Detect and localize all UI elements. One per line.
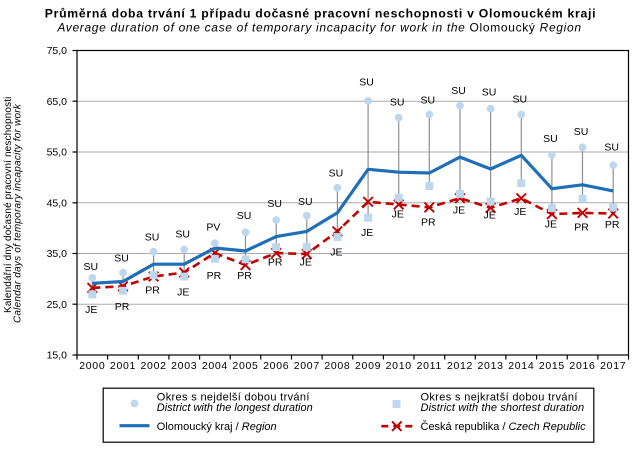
svg-text:2008: 2008 (324, 360, 350, 372)
svg-text:SU: SU (604, 141, 619, 153)
svg-text:Okres s nejdelší dobou trvání: Okres s nejdelší dobou trvání (157, 392, 310, 404)
svg-text:SU: SU (237, 210, 252, 222)
svg-text:2010: 2010 (386, 360, 412, 372)
svg-text:2011: 2011 (417, 360, 442, 372)
svg-text:2004: 2004 (202, 360, 228, 372)
svg-text:SU: SU (84, 261, 99, 273)
svg-text:2006: 2006 (263, 360, 289, 372)
svg-text:PR: PR (574, 221, 589, 233)
svg-text:2013: 2013 (478, 360, 504, 372)
svg-text:2014: 2014 (508, 360, 534, 372)
svg-text:SU: SU (329, 167, 344, 179)
svg-text:District with the shortest dur: District with the shortest duration (421, 402, 585, 414)
svg-text:Česká republika / Czech Republ: Česká republika / Czech Republic (421, 420, 587, 433)
svg-text:JE: JE (300, 257, 312, 269)
svg-text:JE: JE (453, 205, 465, 217)
svg-text:SU: SU (145, 232, 160, 244)
svg-text:JE: JE (514, 206, 526, 218)
svg-text:Průměrná doba trvání 1 případu: Průměrná doba trvání 1 případu dočasné p… (45, 7, 597, 21)
svg-text:Olomoucký kraj / Region: Olomoucký kraj / Region (157, 421, 277, 433)
svg-text:2002: 2002 (141, 360, 167, 372)
svg-text:District with the longest dura: District with the longest duration (157, 402, 313, 414)
svg-text:SU: SU (390, 97, 405, 109)
svg-text:PR: PR (145, 285, 160, 297)
svg-text:SU: SU (298, 196, 313, 208)
svg-text:SU: SU (574, 126, 589, 138)
svg-text:25,0: 25,0 (47, 299, 68, 311)
svg-text:2016: 2016 (569, 360, 595, 372)
svg-text:JE: JE (545, 218, 557, 230)
svg-text:JE: JE (361, 227, 373, 239)
svg-text:Okres s nejkratší dobou trvání: Okres s nejkratší dobou trvání (421, 392, 578, 404)
svg-text:JE: JE (483, 210, 495, 222)
svg-text:JE: JE (177, 287, 189, 299)
svg-text:SU: SU (267, 198, 282, 210)
svg-text:Calendar days of temporary inc: Calendar days of temporary incapacity fo… (13, 103, 24, 323)
svg-text:SU: SU (451, 85, 466, 97)
svg-text:SU: SU (421, 94, 436, 106)
svg-text:2015: 2015 (539, 360, 565, 372)
svg-text:PR: PR (605, 219, 620, 231)
svg-text:SU: SU (513, 94, 528, 106)
svg-text:2007: 2007 (294, 360, 320, 372)
svg-text:15,0: 15,0 (47, 350, 68, 362)
svg-text:PR: PR (115, 301, 130, 313)
svg-text:Average duration of one ca: Average duration of one case of temporar… (56, 21, 581, 35)
svg-text:JE: JE (330, 247, 342, 259)
svg-text:SU: SU (114, 253, 129, 265)
svg-text:65,0: 65,0 (47, 96, 68, 108)
svg-text:2001: 2001 (110, 360, 136, 372)
svg-text:SU: SU (175, 229, 190, 241)
svg-text:SU: SU (359, 76, 374, 88)
svg-text:PV: PV (206, 222, 220, 234)
svg-text:75,0: 75,0 (47, 45, 68, 57)
svg-text:55,0: 55,0 (47, 147, 68, 159)
svg-text:2009: 2009 (355, 360, 381, 372)
svg-text:SU: SU (482, 87, 497, 99)
svg-text:45,0: 45,0 (47, 197, 68, 209)
svg-text:JE: JE (392, 209, 404, 221)
svg-text:PR: PR (207, 270, 222, 282)
svg-text:Kalendářní dny dočasné pracovn: Kalendářní dny dočasné pracovní neschopn… (3, 97, 14, 313)
svg-text:2003: 2003 (171, 360, 197, 372)
svg-text:2000: 2000 (79, 360, 105, 372)
svg-text:JE: JE (85, 304, 97, 316)
svg-text:2012: 2012 (447, 360, 473, 372)
svg-text:PR: PR (237, 270, 252, 282)
svg-text:SU: SU (543, 133, 558, 145)
svg-text:PR: PR (421, 217, 436, 229)
svg-text:2005: 2005 (232, 360, 258, 372)
svg-text:2017: 2017 (600, 360, 626, 372)
svg-text:35,0: 35,0 (47, 248, 68, 260)
svg-text:PR: PR (268, 257, 283, 269)
